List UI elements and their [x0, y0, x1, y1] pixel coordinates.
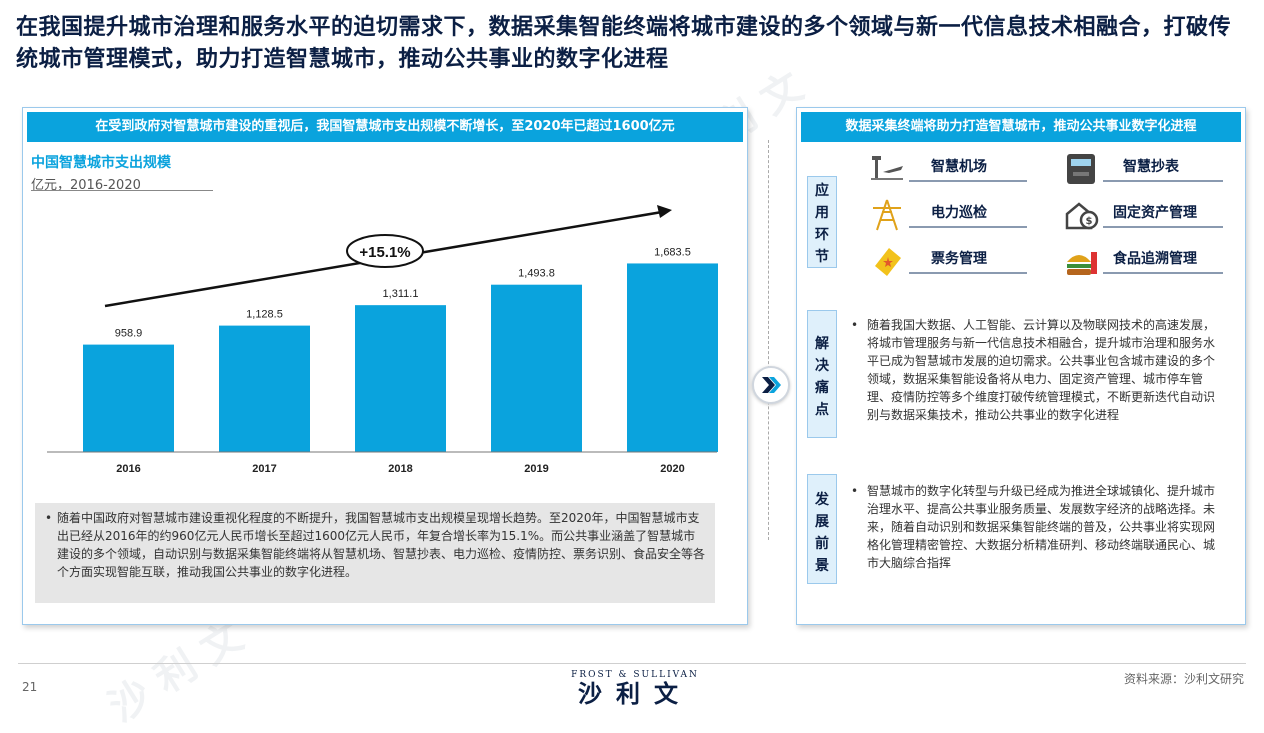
bar-value-label: 1,311.1	[383, 288, 419, 300]
panel-divider	[768, 140, 769, 540]
bullet-dot: •	[851, 484, 859, 498]
x-tick-label: 2017	[252, 463, 276, 475]
spending-summary-text: 随着中国政府对智慧城市建设重视化程度的不断提升，我国智慧城市支出规模呈现增长趋势…	[57, 511, 706, 579]
spending-summary: • 随着中国政府对智慧城市建设重视化程度的不断提升，我国智慧城市支出规模呈现增长…	[35, 503, 715, 603]
app-rule	[1103, 180, 1223, 182]
pain-points-text: 随着我国大数据、人工智能、云计算以及物联网技术的高速发展，将城市管理服务与新一代…	[867, 318, 1216, 422]
spending-panel-header: 在受到政府对智慧城市建设的重视后，我国智慧城市支出规模不断增长，至2020年已超…	[27, 112, 743, 142]
x-tick-label: 2018	[388, 463, 412, 475]
app-rule	[1103, 272, 1223, 274]
next-arrow-button[interactable]	[752, 366, 790, 404]
bar-value-label: 1,128.5	[246, 309, 283, 321]
tag-prospects-label: 发展前景	[815, 492, 829, 574]
prospects-text: 智慧城市的数字化转型与升级已经成为推进全球城镇化、提升城市治理水平、提高公共事业…	[867, 484, 1216, 570]
spending-bar-chart: 958.9 2016 1,128.5 2017 1,311.1 2018 1,493.8 20…	[47, 205, 718, 475]
source-note: 资料来源：沙利文研究	[1123, 672, 1244, 686]
app-item-fixed-asset[interactable]: $ 固定资产管理	[1063, 196, 1223, 236]
app-rule	[909, 180, 1027, 182]
bar-value-label: 1,683.5	[654, 246, 691, 258]
app-label: 食品追溯管理	[1113, 251, 1197, 267]
smart-city-panel: 数据采集终端将助力打造智慧城市，推动公共事业数字化进程 应用环节 智慧机场 智慧…	[796, 107, 1246, 625]
prospects-text-block: • 智慧城市的数字化转型与升级已经成为推进全球城镇化、提升城市治理水平、提高公共…	[851, 482, 1225, 572]
app-item-smart-airport[interactable]: 智慧机场	[869, 150, 1027, 190]
x-tick-label: 2016	[116, 463, 140, 475]
tag-pain-points-label: 解决痛点	[815, 336, 829, 418]
app-item-power-inspection[interactable]: 电力巡检	[869, 196, 1027, 236]
app-item-smart-meter[interactable]: 智慧抄表	[1063, 150, 1223, 190]
app-item-ticket[interactable]: 票务管理	[869, 242, 1027, 282]
tag-applications-label: 应用环节	[815, 183, 829, 265]
app-label: 固定资产管理	[1113, 205, 1197, 221]
app-rule	[1103, 226, 1223, 228]
chart-unit: 亿元，2016-2020	[31, 178, 141, 193]
bar-2018	[355, 305, 446, 452]
bullet-dot: •	[45, 511, 53, 525]
bar-value-label: 958.9	[115, 328, 143, 340]
food-icon	[1067, 252, 1097, 275]
x-tick-label: 2019	[524, 463, 548, 475]
power-tower-icon	[873, 199, 901, 231]
double-chevron-right-icon	[762, 377, 781, 393]
meter-icon	[1067, 154, 1095, 184]
bar-value-label: 1,493.8	[518, 268, 555, 280]
app-item-food-traceability[interactable]: 食品追溯管理	[1063, 242, 1223, 282]
logo-en: FROST & SULLIVAN	[571, 670, 699, 680]
app-label: 智慧机场	[931, 159, 987, 175]
frost-sullivan-logo: FROST & SULLIVAN 沙利文	[560, 670, 710, 708]
logo-cn: 沙利文	[578, 680, 692, 708]
footer-rule	[18, 663, 1246, 664]
ticket-icon	[875, 248, 901, 276]
tag-prospects: 发展前景	[807, 474, 837, 584]
smart-city-panel-header: 数据采集终端将助力打造智慧城市，推动公共事业数字化进程	[801, 112, 1241, 142]
tag-applications: 应用环节	[807, 176, 837, 268]
chart-title: 中国智慧城市支出规模	[31, 155, 171, 171]
app-label: 智慧抄表	[1123, 159, 1179, 175]
asset-icon: $	[1065, 202, 1099, 230]
x-tick-label: 2020	[660, 463, 684, 475]
app-rule	[909, 226, 1027, 228]
chart-title-rule	[31, 190, 213, 191]
bar-2020	[627, 263, 718, 452]
app-label: 电力巡检	[931, 205, 987, 221]
tag-pain-points: 解决痛点	[807, 310, 837, 438]
pain-points-text-block: • 随着我国大数据、人工智能、云计算以及物联网技术的高速发展，将城市管理服务与新…	[851, 316, 1225, 424]
cagr-label: +15.1%	[359, 244, 410, 261]
bullet-dot: •	[851, 318, 859, 332]
page-title: 在我国提升城市治理和服务水平的迫切需求下，数据采集智能终端将城市建设的多个领域与…	[16, 15, 1232, 72]
cagr-arrowhead	[657, 205, 672, 218]
cagr-oval	[346, 234, 424, 268]
bar-2016	[83, 344, 174, 452]
bar-2019	[491, 284, 582, 452]
svg-text:$: $	[1086, 216, 1093, 227]
app-label: 票务管理	[931, 251, 987, 267]
spending-panel: 在受到政府对智慧城市建设的重视后，我国智慧城市支出规模不断增长，至2020年已超…	[22, 107, 748, 625]
page-number: 21	[22, 680, 38, 694]
bar-2017	[219, 325, 310, 452]
app-rule	[909, 272, 1027, 274]
airport-icon	[871, 156, 903, 180]
